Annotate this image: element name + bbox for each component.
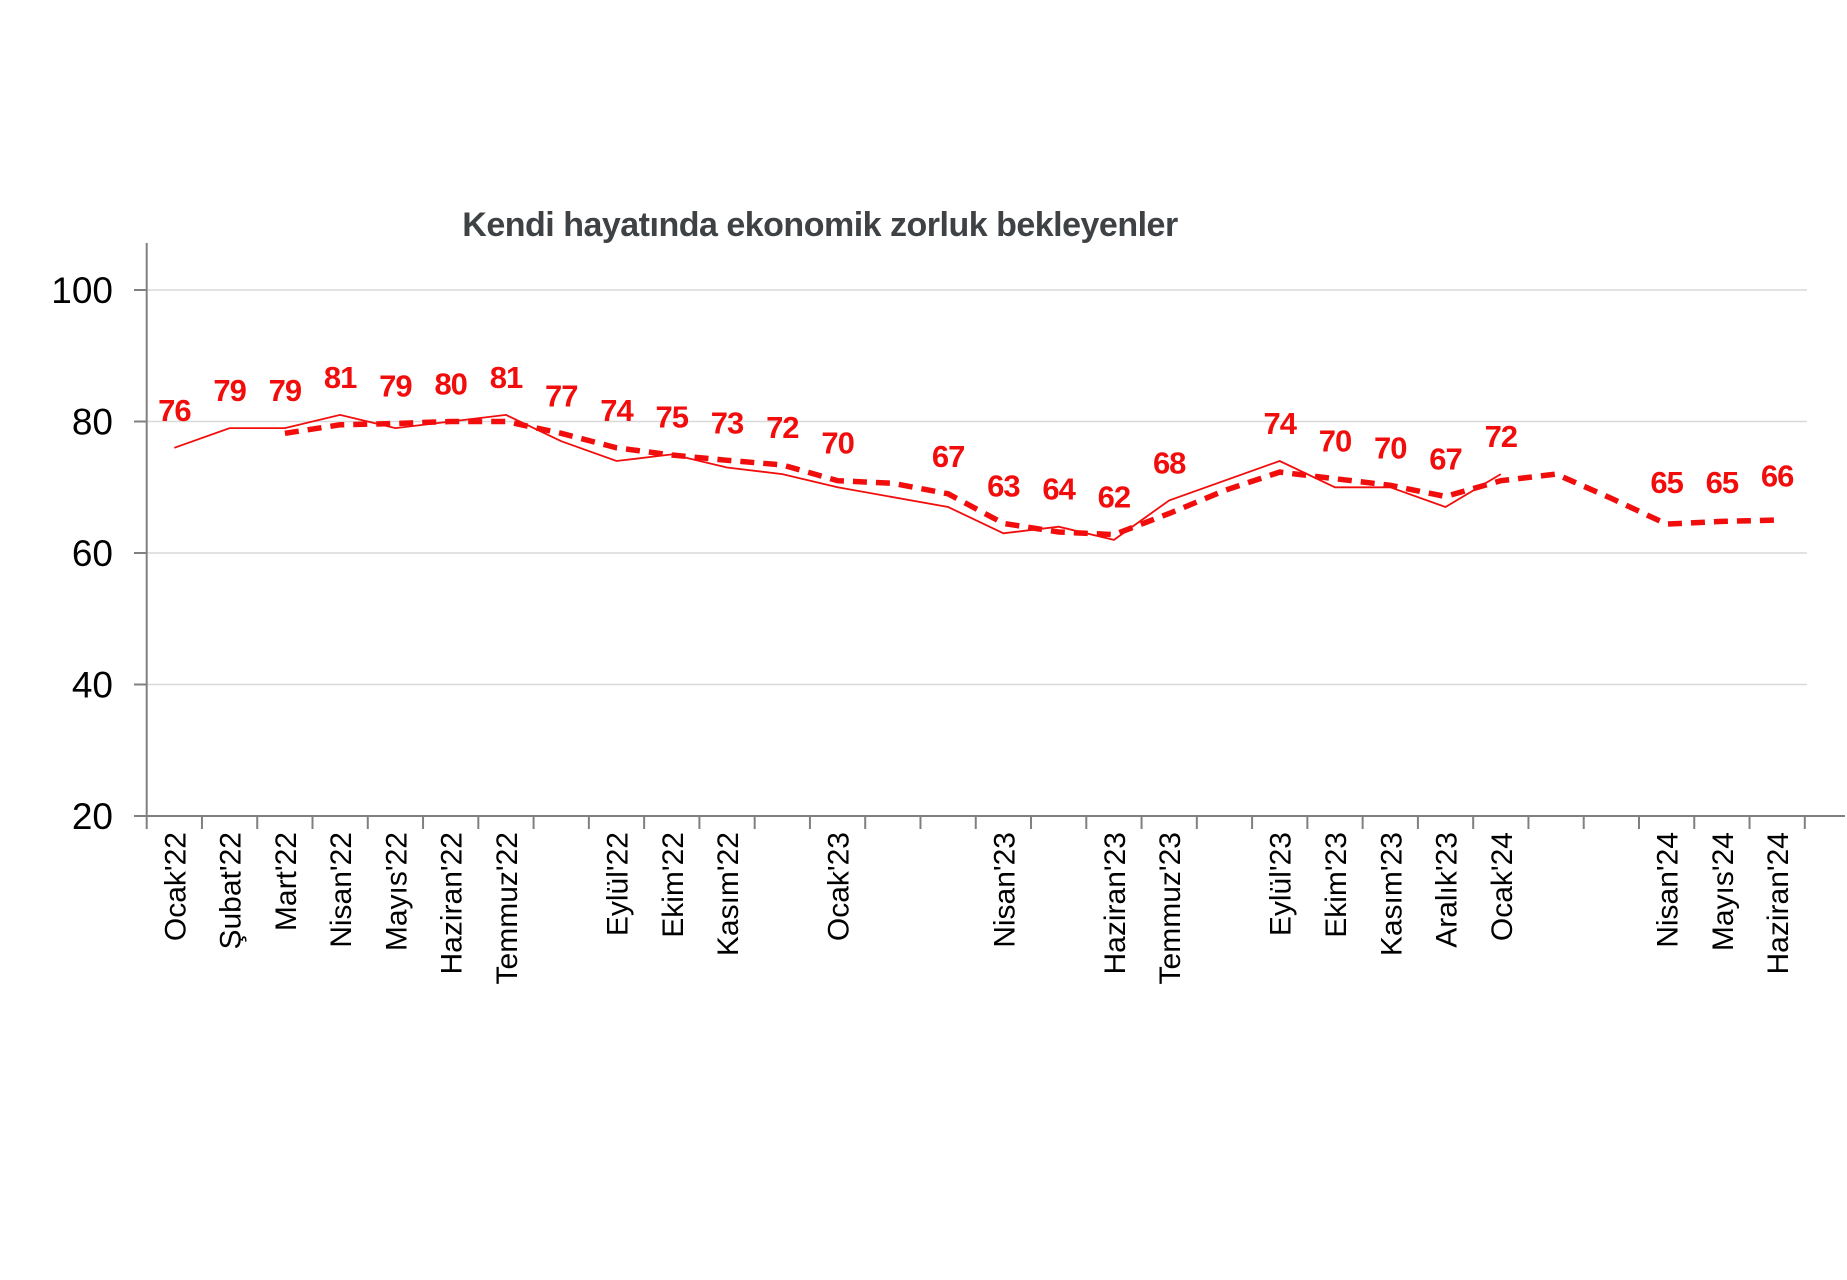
data-label: 81 (490, 360, 523, 395)
data-label: 72 (1485, 419, 1517, 454)
chart-title: Kendi hayatında ekonomik zorluk bekleyen… (462, 206, 1178, 244)
data-label: 64 (1042, 472, 1076, 507)
x-axis-label: Nisan'22 (325, 832, 358, 948)
data-label: 77 (545, 378, 577, 413)
data-label: 74 (600, 393, 634, 428)
y-axis-tick-label: 20 (72, 796, 113, 837)
data-label: 62 (1098, 480, 1130, 515)
x-axis-label: Ekim'23 (1320, 832, 1353, 938)
data-label: 70 (1374, 430, 1406, 465)
x-axis-label: Haziran'23 (1099, 832, 1132, 974)
x-axis-label: Ekim'22 (657, 832, 690, 938)
x-axis-label: Ocak'22 (159, 832, 192, 941)
x-axis-label: Eylül'23 (1265, 832, 1298, 936)
x-axis-label: Temmuz'22 (491, 832, 524, 984)
x-axis-label: Nisan'24 (1652, 832, 1685, 948)
data-label: 80 (434, 367, 466, 402)
x-axis-label: Mayıs'24 (1707, 832, 1740, 951)
data-label: 67 (932, 439, 964, 474)
data-label: 79 (213, 373, 246, 408)
x-axis-label: Ocak'24 (1486, 832, 1519, 941)
data-label: 73 (711, 405, 744, 440)
x-axis-label: Nisan'23 (988, 832, 1021, 948)
data-label: 76 (158, 393, 191, 428)
x-axis-label: Eylül'22 (601, 832, 634, 936)
data-label: 79 (379, 368, 412, 403)
x-axis-label: Şubat'22 (215, 832, 248, 950)
x-axis-label: Temmuz'23 (1154, 832, 1187, 984)
x-axis-label: Aralık'23 (1431, 832, 1464, 948)
data-label: 68 (1153, 445, 1186, 480)
data-label: 75 (656, 399, 689, 434)
data-label: 70 (1319, 424, 1351, 459)
data-label: 65 (1706, 465, 1739, 500)
x-axis-label: Mayıs'22 (380, 832, 413, 951)
data-label: 79 (269, 373, 302, 408)
series-line-dashed (284, 418, 1778, 538)
x-axis-label: Kasım'23 (1375, 832, 1408, 956)
x-axis-label: Haziran'24 (1762, 832, 1795, 974)
data-label: 70 (821, 426, 853, 461)
y-axis-tick-label: 40 (72, 665, 113, 706)
data-label: 81 (324, 360, 357, 395)
y-axis-tick-label: 60 (72, 533, 113, 574)
data-label: 72 (766, 410, 798, 445)
data-label: 74 (1263, 406, 1297, 441)
x-axis-label: Kasım'22 (712, 832, 745, 956)
x-axis-label: Ocak'23 (823, 832, 856, 941)
data-label: 65 (1650, 465, 1683, 500)
data-label: 67 (1429, 441, 1461, 476)
data-label: 63 (987, 468, 1020, 503)
series-line-solid (173, 413, 1502, 541)
x-axis-label: Haziran'22 (436, 832, 469, 974)
y-axis-tick-label: 100 (51, 270, 113, 311)
data-label: 66 (1761, 459, 1794, 494)
x-axis-label: Mart'22 (270, 832, 303, 931)
y-axis-tick-label: 80 (72, 402, 113, 443)
